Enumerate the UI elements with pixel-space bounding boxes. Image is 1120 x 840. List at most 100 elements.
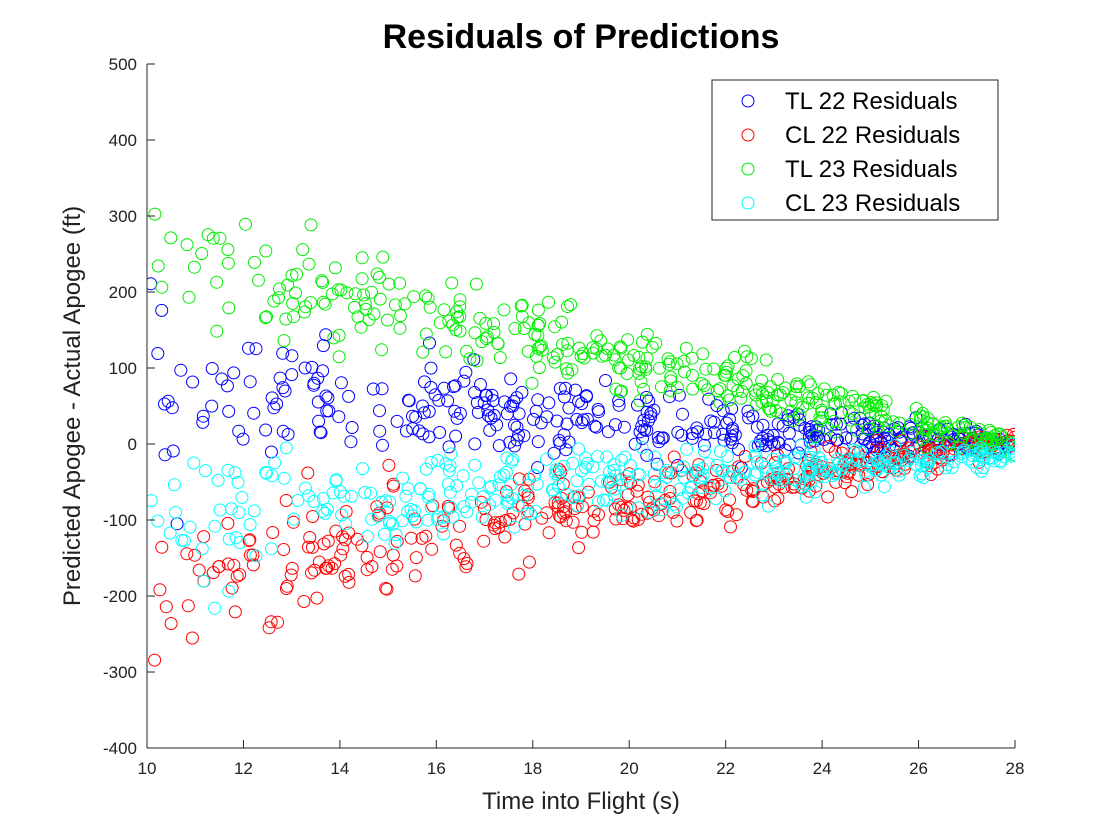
data-point [735,474,747,486]
y-tick-label: 0 [128,435,137,454]
data-point [646,341,658,353]
data-point [266,543,278,555]
x-tick-label: 12 [234,759,253,778]
data-point [619,451,631,463]
data-point [212,474,224,486]
legend-label: TL 22 Residuals [785,88,958,115]
x-tick-label: 18 [523,759,542,778]
data-point [248,505,260,517]
data-point [649,451,661,463]
data-point [528,413,540,425]
data-point [405,532,417,544]
data-point [233,507,245,519]
data-point [708,363,720,375]
data-point [654,362,666,374]
data-point [278,472,290,484]
data-point [862,479,874,491]
data-point [576,526,588,538]
data-point [632,399,644,411]
data-point [383,459,395,471]
data-point [400,425,412,437]
data-point [303,258,315,270]
data-point [152,260,164,272]
data-point [697,348,709,360]
series-3-points [149,208,1019,461]
data-point [469,387,481,399]
data-point [513,408,525,420]
data-point [382,314,394,326]
data-point [317,340,329,352]
data-point [409,570,421,582]
data-point [556,316,568,328]
data-point [335,377,347,389]
data-point [379,528,391,540]
data-point [622,334,634,346]
data-point [858,481,870,493]
data-point [225,503,237,515]
data-point [199,465,211,477]
data-point [399,298,411,310]
data-point [253,274,265,286]
data-point [573,542,585,554]
data-point [260,424,272,436]
data-point [206,363,218,375]
data-point [206,400,218,412]
legend-label: CL 22 Residuals [785,122,960,149]
data-point [583,478,595,490]
data-point [222,244,234,256]
data-point [571,475,583,487]
data-point [376,344,388,356]
x-tick-label: 20 [620,759,639,778]
data-point [214,504,226,516]
data-point [783,427,795,439]
data-point [434,317,446,329]
data-point [417,346,429,358]
y-tick-label: 300 [109,207,137,226]
data-point [299,482,311,494]
data-point [187,376,199,388]
data-point [730,509,742,521]
data-point [846,486,858,498]
data-point [687,383,699,395]
data-point [438,382,450,394]
data-point [634,395,646,407]
data-point [314,426,326,438]
data-point [686,352,698,364]
data-point [549,321,561,333]
data-point [395,310,407,322]
data-point [442,478,454,490]
data-point [373,271,385,283]
data-point [426,543,438,555]
y-tick-label: 200 [109,283,137,302]
data-point [551,415,563,427]
y-tick-label: -200 [103,587,137,606]
data-point [345,436,357,448]
data-point [265,446,277,458]
data-point [458,375,470,387]
data-point [532,304,544,316]
data-point [772,374,784,386]
data-point [222,517,234,529]
data-point [541,453,553,465]
data-point [377,439,389,451]
data-point [197,575,209,587]
data-point [505,373,517,385]
data-point [278,335,290,347]
data-point [600,375,612,387]
data-point [638,383,650,395]
data-point [339,534,351,546]
data-point [804,379,816,391]
data-point [302,467,314,479]
x-tick-label: 14 [330,759,349,778]
data-point [618,421,630,433]
data-point [547,352,559,364]
data-point [214,232,226,244]
data-point [226,582,238,594]
data-point [380,495,392,507]
data-point [445,448,457,460]
data-point [280,495,292,507]
data-point [733,444,745,456]
data-point [400,490,412,502]
data-point [440,346,452,358]
